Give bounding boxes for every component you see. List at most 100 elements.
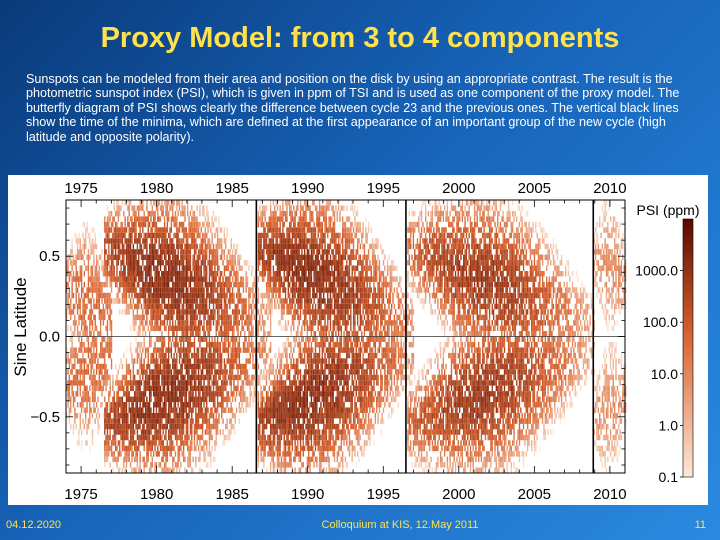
heatmap-cell [284, 341, 287, 348]
heatmap-cell [116, 210, 118, 217]
heatmap-cell [233, 352, 235, 359]
heatmap-cell [184, 380, 186, 386]
heatmap-cell [257, 287, 260, 293]
heatmap-cell [276, 363, 279, 370]
heatmap-cell [89, 418, 91, 424]
heatmap-cell [291, 434, 294, 441]
heatmap-cell [185, 260, 188, 266]
heatmap-cell [127, 260, 129, 266]
heatmap-cell [294, 396, 296, 403]
heatmap-cell [108, 445, 110, 452]
heatmap-cell [128, 292, 130, 299]
heatmap-cell [162, 276, 164, 282]
heatmap-cell [138, 249, 140, 255]
heatmap-cell [174, 380, 177, 386]
heatmap-cell [150, 451, 152, 457]
heatmap-cell [208, 336, 211, 342]
heatmap-cell [181, 320, 183, 326]
heatmap-cell [267, 434, 269, 441]
heatmap-cell [197, 396, 200, 403]
heatmap-cell [207, 341, 209, 348]
heatmap-cell [67, 292, 69, 299]
heatmap-cell [72, 303, 75, 310]
heatmap-cell [150, 260, 152, 266]
heatmap-cell [278, 320, 280, 326]
heatmap-cell [231, 260, 234, 266]
heatmap-cell [150, 270, 152, 277]
heatmap-cell [104, 254, 106, 261]
heatmap-cell [91, 391, 94, 397]
heatmap-cell [68, 396, 71, 403]
heatmap-cell [230, 369, 232, 375]
heatmap-cell [222, 385, 224, 392]
heatmap-cell [201, 210, 204, 217]
heatmap-cell [278, 270, 280, 277]
heatmap-cell [280, 456, 283, 463]
heatmap-cell [211, 445, 213, 452]
heatmap-cell [106, 238, 109, 244]
heatmap-cell [136, 380, 139, 386]
heatmap-cell [82, 369, 84, 375]
heatmap-cell [196, 314, 198, 321]
heatmap-cell [98, 412, 100, 419]
heatmap-cell [172, 445, 174, 452]
heatmap-cell [157, 336, 159, 342]
heatmap-cell [112, 260, 114, 266]
heatmap-cell [279, 210, 281, 217]
heatmap-cell [199, 363, 201, 370]
heatmap-cell [95, 265, 98, 271]
heatmap-cell [157, 227, 159, 233]
heatmap-cell [282, 265, 284, 271]
heatmap-cell [214, 358, 216, 364]
heatmap-cell [172, 380, 174, 386]
heatmap-cell [287, 429, 289, 435]
heatmap-cell [216, 265, 219, 271]
heatmap-cell [80, 320, 83, 326]
heatmap-cell [189, 385, 192, 392]
heatmap-cell [170, 260, 173, 266]
heatmap-cell [132, 423, 134, 430]
heatmap-cell [146, 412, 148, 419]
heatmap-cell [128, 200, 130, 206]
heatmap-cell [234, 276, 236, 282]
heatmap-cell [70, 396, 72, 403]
heatmap-cell [274, 407, 276, 413]
heatmap-cell [80, 287, 83, 293]
heatmap-cell [154, 200, 156, 206]
heatmap-cell [158, 369, 160, 375]
heatmap-cell [203, 385, 205, 392]
heatmap-cell [94, 281, 96, 288]
heatmap-cell [119, 287, 121, 293]
heatmap-cell [214, 314, 216, 321]
heatmap-cell [112, 265, 114, 271]
heatmap-cell [188, 265, 190, 271]
heatmap-cell [144, 331, 147, 337]
heatmap-cell [226, 380, 228, 386]
heatmap-cell [170, 423, 173, 430]
heatmap-cell [79, 270, 81, 277]
heatmap-cell [182, 281, 185, 288]
heatmap-cell [275, 429, 277, 435]
heatmap-cell [275, 243, 277, 250]
heatmap-cell [253, 347, 255, 353]
heatmap-cell [245, 298, 247, 304]
heatmap-cell [290, 396, 292, 403]
heatmap-cell [200, 369, 202, 375]
heatmap-cell [241, 276, 243, 282]
heatmap-cell [264, 434, 266, 441]
heatmap-cell [182, 292, 185, 299]
heatmap-cell [127, 412, 129, 419]
heatmap-cell [215, 303, 217, 310]
heatmap-cell [231, 407, 234, 413]
heatmap-cell [94, 374, 96, 381]
heatmap-cell [162, 249, 164, 255]
heatmap-cell [283, 456, 285, 463]
heatmap-cell [82, 320, 84, 326]
heatmap-cell [180, 314, 182, 321]
heatmap-cell [294, 292, 296, 299]
heatmap-cell [74, 374, 76, 381]
heatmap-cell [185, 402, 188, 408]
heatmap-cell [110, 276, 113, 282]
heatmap-cell [86, 254, 88, 261]
heatmap-cell [153, 298, 155, 304]
